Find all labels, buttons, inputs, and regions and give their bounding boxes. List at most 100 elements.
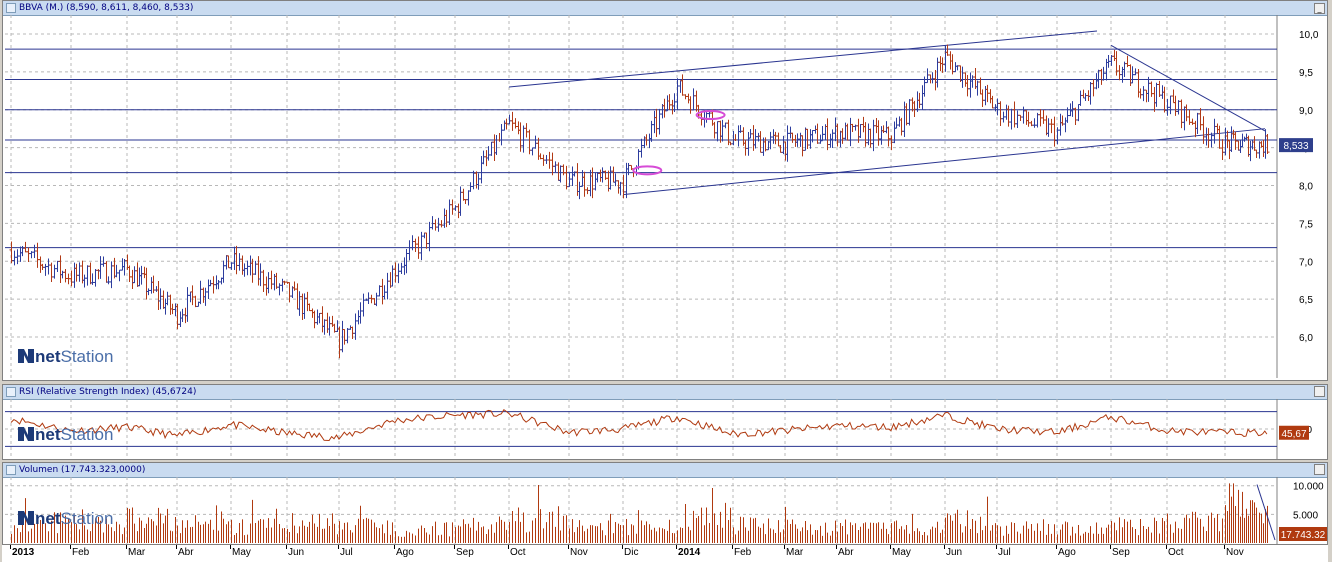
x-axis-label: Jun	[288, 547, 305, 558]
x-axis-label: Jun	[946, 547, 963, 558]
x-axis-label: Sep	[1112, 547, 1130, 558]
price-y-tick: 6,5	[1299, 295, 1313, 306]
indicator-window-icon	[6, 465, 16, 475]
x-tick-mark	[230, 545, 231, 549]
x-axis-label: Dic	[624, 547, 639, 558]
gap-marker	[632, 165, 663, 176]
rsi-panel-titlebar[interactable]: RSI (Relative Strength Index) (45,6724)	[3, 385, 1327, 400]
x-tick-mark	[996, 545, 997, 549]
x-axis-label: Mar	[786, 547, 804, 558]
x-axis-label: Oct	[510, 547, 526, 558]
rsi-close-button[interactable]	[1314, 386, 1325, 397]
price-y-tick: 7,5	[1299, 219, 1313, 230]
volume-panel-title: Volumen (17.743.323,0000)	[19, 465, 146, 475]
volume-chart[interactable]: 10.000 5.000 17.743.32	[3, 463, 1327, 544]
indicator-window-icon	[6, 387, 16, 397]
volume-panel-titlebar[interactable]: Volumen (17.743.323,0000)	[3, 463, 1327, 478]
logo-net: net	[35, 347, 61, 366]
rsi-panel[interactable]: RSI (Relative Strength Index) (45,6724) …	[2, 384, 1328, 460]
volume-trendline	[1256, 484, 1276, 541]
x-axis-label: May	[892, 547, 911, 558]
x-tick-mark	[784, 545, 785, 549]
x-tick-mark	[1056, 545, 1057, 549]
x-axis-label: Sep	[456, 547, 474, 558]
rsi-panel-title: RSI (Relative Strength Index) (45,6724)	[19, 387, 197, 397]
logo-net: net	[35, 425, 61, 444]
x-tick-mark	[338, 545, 339, 549]
price-panel-title: BBVA (M.) (8,590, 8,611, 8,460, 8,533)	[19, 3, 194, 13]
price-panel-titlebar[interactable]: BBVA (M.) (8,590, 8,611, 8,460, 8,533) _	[3, 1, 1327, 16]
x-axis-label: Abr	[178, 547, 194, 558]
volume-last-label: 17.743.32	[1281, 530, 1326, 541]
x-tick-mark	[836, 545, 837, 549]
logo-station: Station	[60, 509, 114, 528]
x-tick-mark	[10, 545, 11, 549]
logo-station: Station	[60, 347, 114, 366]
volume-y-tick: 10.000	[1293, 482, 1324, 493]
price-panel[interactable]: BBVA (M.) (8,590, 8,611, 8,460, 8,533) _…	[2, 0, 1328, 381]
price-y-tick: 10,0	[1299, 30, 1319, 41]
logo-station: Station	[60, 425, 114, 444]
x-axis-label: May	[232, 547, 251, 558]
rsi-last-badge	[1279, 425, 1309, 440]
x-tick-mark	[1224, 545, 1225, 549]
x-tick-mark	[1166, 545, 1167, 549]
x-axis-label: Oct	[1168, 547, 1184, 558]
trendline	[508, 30, 1098, 88]
netstation-logo-rsi: netStation	[17, 425, 113, 445]
netstation-logo-volume: netStation	[17, 509, 113, 529]
x-tick-mark	[176, 545, 177, 549]
x-tick-mark	[1110, 545, 1111, 549]
x-tick-mark	[454, 545, 455, 549]
last-price-badge	[1279, 138, 1313, 153]
rsi-series-line	[10, 408, 1268, 442]
netstation-logo: netStation	[17, 347, 113, 367]
x-tick-mark	[732, 545, 733, 549]
volume-last-badge	[1279, 527, 1327, 541]
netstation-logo-icon	[18, 349, 34, 363]
price-y-tick: 7,0	[1299, 257, 1313, 268]
volume-y-tick: 5.000	[1293, 510, 1318, 521]
x-tick-mark	[568, 545, 569, 549]
x-axis-label: Mar	[128, 547, 146, 558]
price-y-tick: 9,0	[1299, 106, 1313, 117]
x-tick-mark	[126, 545, 127, 549]
x-axis-label: Jul	[340, 547, 353, 558]
x-axis-label: 2013	[12, 547, 35, 558]
x-tick-mark	[70, 545, 71, 549]
netstation-logo-icon	[18, 427, 34, 441]
trendline	[1110, 44, 1266, 132]
x-axis-label: Ago	[1058, 547, 1076, 558]
x-axis-label: Feb	[72, 547, 90, 558]
gap-marker	[695, 110, 726, 121]
x-axis-label: 2014	[678, 547, 701, 558]
price-chart[interactable]: 10,09,59,08,58,07,57,06,56,08,533	[3, 1, 1327, 380]
x-tick-mark	[676, 545, 677, 549]
x-axis-label: Ago	[396, 547, 414, 558]
last-price-label: 8,533	[1283, 141, 1308, 152]
x-tick-mark	[944, 545, 945, 549]
x-tick-mark	[508, 545, 509, 549]
price-y-tick: 6,0	[1299, 333, 1313, 344]
price-y-tick: 8,0	[1299, 182, 1313, 193]
x-axis-label: Nov	[570, 547, 588, 558]
minimize-button[interactable]: _	[1314, 3, 1325, 14]
rsi-last-label: 45,67	[1281, 429, 1306, 440]
x-tick-mark	[622, 545, 623, 549]
volume-panel[interactable]: Volumen (17.743.323,0000) 10.000 5.000 17.…	[2, 462, 1328, 545]
volume-close-button[interactable]	[1314, 464, 1325, 475]
x-tick-mark	[890, 545, 891, 549]
x-tick-mark	[286, 545, 287, 549]
rsi-chart[interactable]: 5045,67	[3, 385, 1327, 459]
x-axis-label: Nov	[1226, 547, 1244, 558]
x-axis-label: Feb	[734, 547, 752, 558]
chart-window-icon	[6, 3, 16, 13]
x-tick-mark	[394, 545, 395, 549]
x-axis-label: Jul	[998, 547, 1011, 558]
price-y-tick: 9,5	[1299, 68, 1313, 79]
trendline	[622, 128, 1266, 196]
x-axis-label: Abr	[838, 547, 854, 558]
netstation-logo-icon	[18, 511, 34, 525]
time-axis: 2013 Feb Mar Abr May Jun Jul Ago Sep Oct Nov Dic 201…	[2, 544, 1328, 562]
logo-net: net	[35, 509, 61, 528]
